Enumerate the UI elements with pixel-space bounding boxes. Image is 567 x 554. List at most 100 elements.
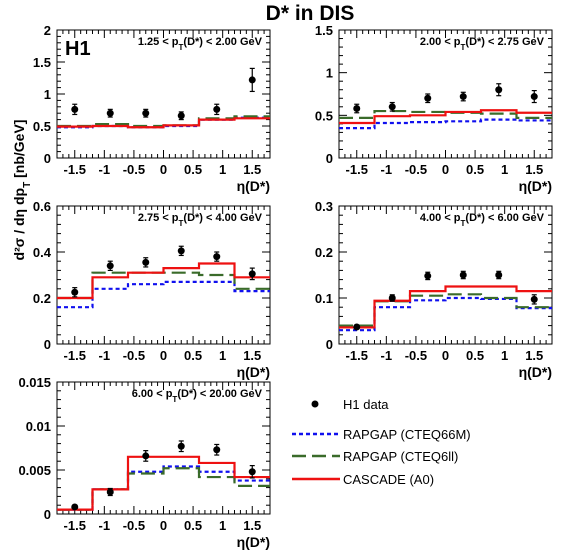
y-tick-label: 0.4 [33,245,52,260]
data-point [71,503,79,511]
range-label-part: 2.75 < p [138,212,179,224]
data-point [495,86,503,94]
series-cascade [57,117,270,129]
legend: H1 data RAPGAP (CTEQ66M) RAPGAP (CTEQ6ll… [292,397,471,487]
series-cascade [57,455,270,511]
series-rapgap-6ll [339,293,552,327]
y-tick-label: 0.5 [315,108,333,123]
y-axis-title: d²σ / dη dpT [nb/GeV] [11,120,33,261]
range-label-subscript: T [461,219,466,228]
y-axis-title-main: d²σ / dη dp [11,188,27,261]
panel-frame [338,29,553,159]
panel-range-label: 2.75 < pT(D*) < 4.00 GeV [138,212,263,228]
data-point [530,93,538,101]
x-tick-label: -0.5 [123,162,145,177]
chart-panel-2: -1.5 -1 -0.5 0 0.5 1 1.500.511.5η(D*)2.00 < pT… [315,23,553,194]
x-tick-label: 1 [501,348,508,363]
series-rapgap-66m [339,296,552,332]
y-axis-title-unit: [nb/GeV] [11,120,27,182]
panel-frame [56,205,271,345]
data-point [106,488,114,496]
x-tick-label: 1 [219,518,226,533]
chart-panel-1: -1.5 -1 -0.5 0 0.5 1 1.5 0 0.5 1 1.5 2 η(D*) 1.25 < p… [33,23,271,194]
data-point [213,446,221,454]
panel-frame [56,381,271,515]
data-point [459,93,467,101]
data-point [142,109,150,117]
series-cascade [339,109,552,125]
range-label-part: 4.00 < p [420,212,461,224]
x-tick-label: -1 [381,162,393,177]
x-tick-label: -1.5 [346,348,368,363]
panel-range-label: 2.00 < pT(D*) < 2.75 GeV [420,36,545,52]
y-tick-label: 0.015 [18,375,51,390]
range-label-subscript: T [461,43,466,52]
x-axis-title: η(D*) [237,534,270,550]
data-point [388,103,396,111]
x-tick-label: 0 [160,518,167,533]
series-cascade [339,285,552,329]
range-label-part: (D*) < 20.00 GeV [177,388,262,400]
y-tick-label: 1 [44,87,51,102]
x-tick-label: -1.5 [64,162,86,177]
panel-frame [338,205,553,345]
x-tick-label: -0.5 [123,348,145,363]
series-rapgap-6ll [57,467,270,511]
data-point [106,262,114,270]
data-point [177,442,185,450]
series-rapgap-66m [57,280,270,309]
data-point [248,270,256,278]
x-tick-label: -1.5 [64,348,86,363]
data-point [424,272,432,280]
y-tick-label: 1.5 [315,23,333,38]
y-tick-label: 0.1 [315,291,333,306]
range-label-part: 1.25 < p [138,36,179,48]
x-axis-title: η(D*) [237,364,270,380]
data-point [106,109,114,117]
x-tick-label: -0.5 [123,518,145,533]
data-point [142,452,150,460]
x-tick-label: 1.5 [243,348,261,363]
data-point [213,105,221,113]
legend-data-marker [311,400,319,408]
x-tick-label: 0.5 [466,162,484,177]
x-tick-label: 0 [160,348,167,363]
data-point [213,253,221,261]
x-axis-title: η(D*) [519,178,552,194]
x-tick-label: -1.5 [64,518,86,533]
range-label-subscript: T [179,219,184,228]
legend-rapgap-6ll-label: RAPGAP (CTEQ6ll) [343,449,458,464]
range-label-part: (D*) < 6.00 GeV [465,212,544,224]
y-tick-label: 0.2 [33,291,51,306]
y-tick-label: 1.5 [33,55,51,70]
svg-text:d²σ / dη dpT [nb/GeV]: d²σ / dη dpT [nb/GeV] [11,120,33,261]
y-tick-label: 0.01 [26,419,51,434]
x-tick-label: -0.5 [405,348,427,363]
y-tick-label: 1 [326,66,333,81]
experiment-label: H1 [65,38,91,60]
data-point [388,294,396,302]
data-point [177,112,185,120]
data-point [424,94,432,102]
x-tick-label: -1 [99,162,111,177]
x-tick-label: -1 [381,348,393,363]
x-tick-label: 1 [219,162,226,177]
data-point [71,105,79,113]
y-tick-label: 0.5 [33,119,51,134]
data-point [459,271,467,279]
y-tick-label: 0.6 [33,199,51,214]
range-label-part: 6.00 < p [132,388,173,400]
x-tick-label: 1 [219,348,226,363]
x-tick-label: 1.5 [243,162,261,177]
x-tick-label: 0.5 [184,162,202,177]
chart-panel-4: -1.5 -1 -0.5 0 0.5 1 1.5 0 0.1 0.2 0.3 η(D*) 4.00 < … [315,199,553,380]
range-label-part: 2.00 < p [420,36,461,48]
panel-range-label: 4.00 < pT(D*) < 6.00 GeV [420,212,545,228]
x-tick-label: 0.5 [184,518,202,533]
data-point [142,258,150,266]
x-tick-label: 0.5 [184,348,202,363]
data-point [71,288,79,296]
data-point [495,271,503,279]
data-point [248,468,256,476]
